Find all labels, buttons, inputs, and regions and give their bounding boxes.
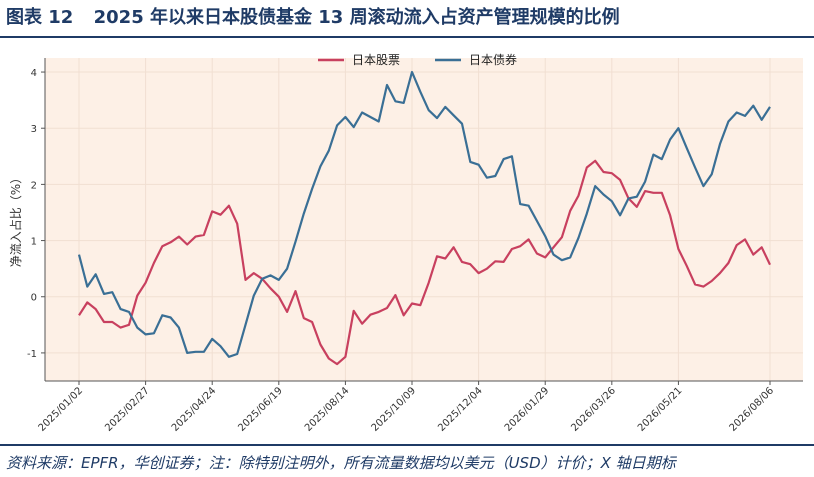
legend-label-bond: 日本债券 [469, 52, 517, 67]
y-tick-label: 0 [31, 293, 37, 304]
y-tick-label: -1 [27, 349, 37, 360]
x-tick-label: 2025/12/04 [436, 385, 485, 434]
figure-label: 图表 [6, 7, 42, 28]
figure-title: 2025 年以来日本股债基金 13 周滚动流入占资产管理规模的比例 [93, 7, 620, 28]
x-tick-label: 2026/08/06 [728, 385, 777, 434]
plot-background [45, 58, 803, 381]
source-note: 资料来源：EPFR，华创证券；注：除特别注明外，所有流量数据均以美元（USD）计… [6, 454, 676, 472]
series-line-bond [77, 70, 771, 358]
x-tick-label: 2025/08/14 [303, 385, 352, 434]
x-tick-label: 2025/04/24 [170, 385, 219, 434]
y-tick-label: 2 [31, 180, 37, 191]
y-tick-label: 4 [31, 68, 37, 79]
x-tick-label: 2025/10/09 [370, 385, 419, 434]
y-axis-label: 净流入占比（%） [8, 172, 23, 267]
line-chart: -1 0 1 2 3 4 2025/01/02 2025/02/27 2025/04/24 202… [8, 52, 803, 434]
source-rule [0, 444, 814, 446]
y-tick-label: 3 [31, 124, 37, 135]
y-tick-label: 1 [31, 237, 37, 248]
x-tick-label: 2025/06/19 [236, 385, 285, 434]
x-tick-label: 2026/01/29 [503, 385, 552, 434]
x-tick-label: 2025/01/02 [37, 385, 86, 434]
title-rule [0, 36, 814, 38]
x-tick-label: 2026/05/21 [636, 385, 685, 434]
series-line-stock [78, 159, 771, 366]
figure-title-bar: 图表 12 2025 年以来日本股债基金 13 周滚动流入占资产管理规模的比例 [6, 4, 620, 32]
x-tick-label: 2026/03/26 [569, 385, 618, 434]
x-tick-label: 2025/02/27 [103, 385, 152, 434]
figure-number: 12 [48, 7, 74, 28]
legend-label-stock: 日本股票 [352, 53, 400, 67]
